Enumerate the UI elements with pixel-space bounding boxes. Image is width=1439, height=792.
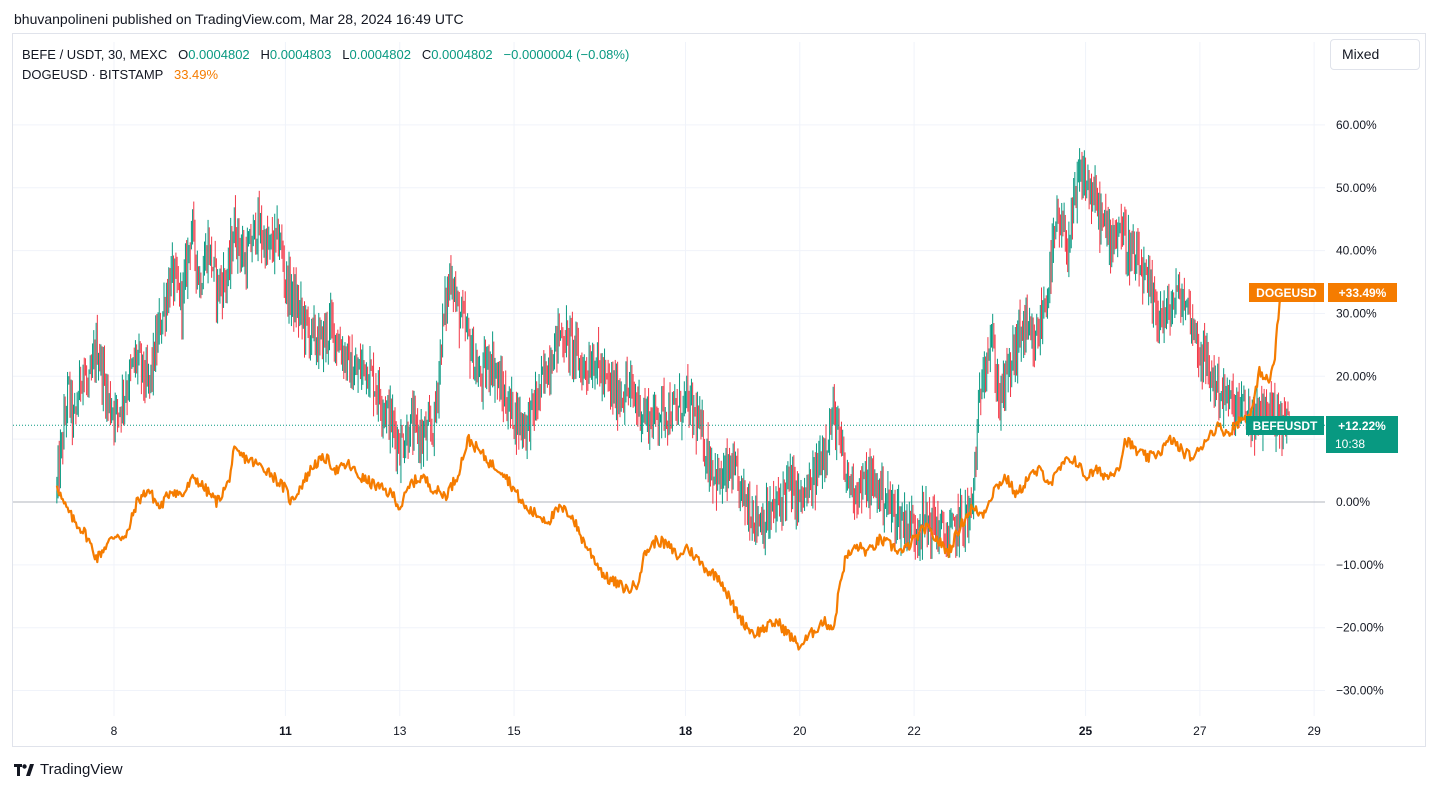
x-tick-label: 13 — [393, 724, 407, 738]
open-value: 0.0004802 — [188, 47, 250, 62]
compare-symbol-name[interactable]: DOGEUSD · BITSTAMP — [22, 67, 164, 82]
y-axis[interactable]: 60.00%50.00%40.00%30.00%20.00%10.00%0.00… — [1336, 118, 1384, 698]
open-label: O — [178, 47, 189, 62]
y-tick-label: −30.00% — [1336, 684, 1384, 698]
x-tick-label: 29 — [1307, 724, 1321, 738]
y-tick-label: −10.00% — [1336, 558, 1384, 572]
scale-mode-button[interactable]: Mixed — [1330, 39, 1420, 70]
x-tick-label: 8 — [111, 724, 118, 738]
grid — [13, 42, 1325, 716]
close-label: C — [421, 47, 432, 62]
x-axis[interactable]: 8 11 13 15 18 20 22 25 27 29 — [111, 724, 1321, 738]
x-tick-label: 20 — [793, 724, 807, 738]
befe-countdown: 10:38 — [1335, 437, 1365, 451]
dogeusd-series — [55, 287, 1291, 651]
compare-value: 33.49% — [173, 67, 219, 82]
doge-value-badge: +33.49% — [1339, 286, 1387, 300]
doge-label-badge-bg — [1249, 283, 1324, 302]
y-tick-label: 20.00% — [1336, 369, 1377, 383]
x-tick-label: 11 — [279, 724, 292, 738]
x-tick-label: 15 — [507, 724, 521, 738]
footer-brand[interactable]: TradingView — [14, 761, 123, 778]
change-value: −0.0000004 (−0.08%) — [503, 47, 630, 62]
low-label: L — [342, 47, 350, 62]
doge-value-badge-bg — [1328, 283, 1397, 302]
footer-brand-name: TradingView — [40, 761, 123, 778]
befe-value-badge: +12.22% — [1338, 419, 1386, 433]
high-label: H — [260, 47, 270, 62]
doge-label-badge: DOGEUSD — [1256, 286, 1317, 300]
befe-value-badge-bg — [1326, 416, 1398, 453]
y-tick-label: 50.00% — [1336, 181, 1377, 195]
close-value: 0.0004802 — [431, 47, 493, 62]
y-tick-label: −20.00% — [1336, 621, 1384, 635]
chart-legend: BEFE / USDT, 30, MEXC O0.0004802 H0.0004… — [22, 45, 629, 85]
low-value: 0.0004802 — [349, 47, 411, 62]
x-tick-label: 25 — [1079, 724, 1093, 738]
y-tick-label: 40.00% — [1336, 244, 1377, 258]
x-tick-label: 27 — [1193, 724, 1207, 738]
symbol-name[interactable]: BEFE / USDT, 30, MEXC — [22, 47, 168, 62]
x-tick-label: 18 — [679, 724, 693, 738]
compare-series-legend[interactable]: DOGEUSD · BITSTAMP 33.49% — [22, 65, 629, 85]
main-series-legend[interactable]: BEFE / USDT, 30, MEXC O0.0004802 H0.0004… — [22, 45, 629, 65]
befe-candles-series — [56, 148, 1290, 561]
tradingview-logo-icon — [14, 763, 34, 776]
x-tick-label: 22 — [907, 724, 921, 738]
y-tick-label: 30.00% — [1336, 306, 1377, 320]
price-badges: DOGEUSD +33.49% BEFEUSDT +12.22% 10:38 — [1246, 283, 1398, 453]
y-tick-label: 0.00% — [1336, 495, 1370, 509]
befe-label-badge-bg — [1246, 416, 1324, 435]
dogeusd-line — [55, 287, 1291, 651]
high-value: 0.0004803 — [269, 47, 332, 62]
befe-label-badge: BEFEUSDT — [1253, 419, 1318, 433]
chart-frame[interactable] — [12, 33, 1426, 747]
y-tick-label: 60.00% — [1336, 118, 1377, 132]
published-caption: bhuvanpolineni published on TradingView.… — [14, 11, 464, 27]
